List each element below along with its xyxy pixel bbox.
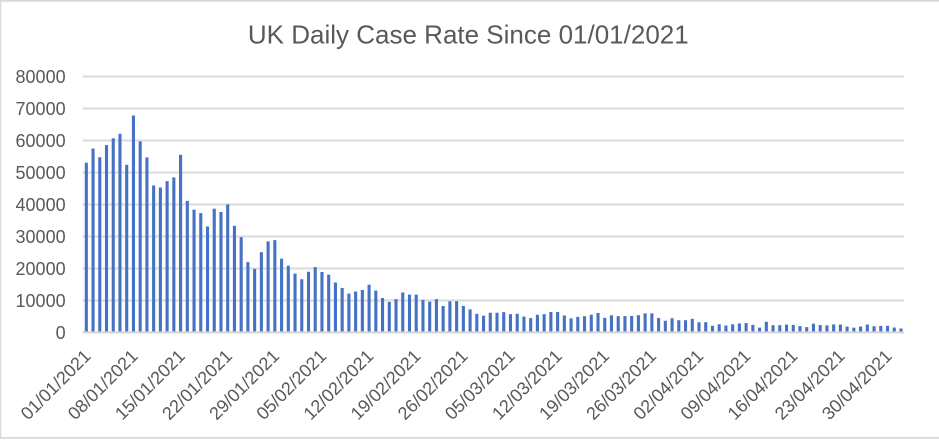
svg-text:80000: 80000 bbox=[16, 67, 66, 87]
svg-text:70000: 70000 bbox=[16, 99, 66, 119]
svg-text:10000: 10000 bbox=[16, 291, 66, 311]
svg-text:0: 0 bbox=[56, 323, 66, 343]
svg-text:UK Daily Case Rate Since 01/01: UK Daily Case Rate Since 01/01/2021 bbox=[248, 19, 689, 49]
svg-text:30000: 30000 bbox=[16, 227, 66, 247]
svg-text:40000: 40000 bbox=[16, 195, 66, 215]
svg-text:60000: 60000 bbox=[16, 131, 66, 151]
svg-text:50000: 50000 bbox=[16, 163, 66, 183]
svg-text:20000: 20000 bbox=[16, 259, 66, 279]
